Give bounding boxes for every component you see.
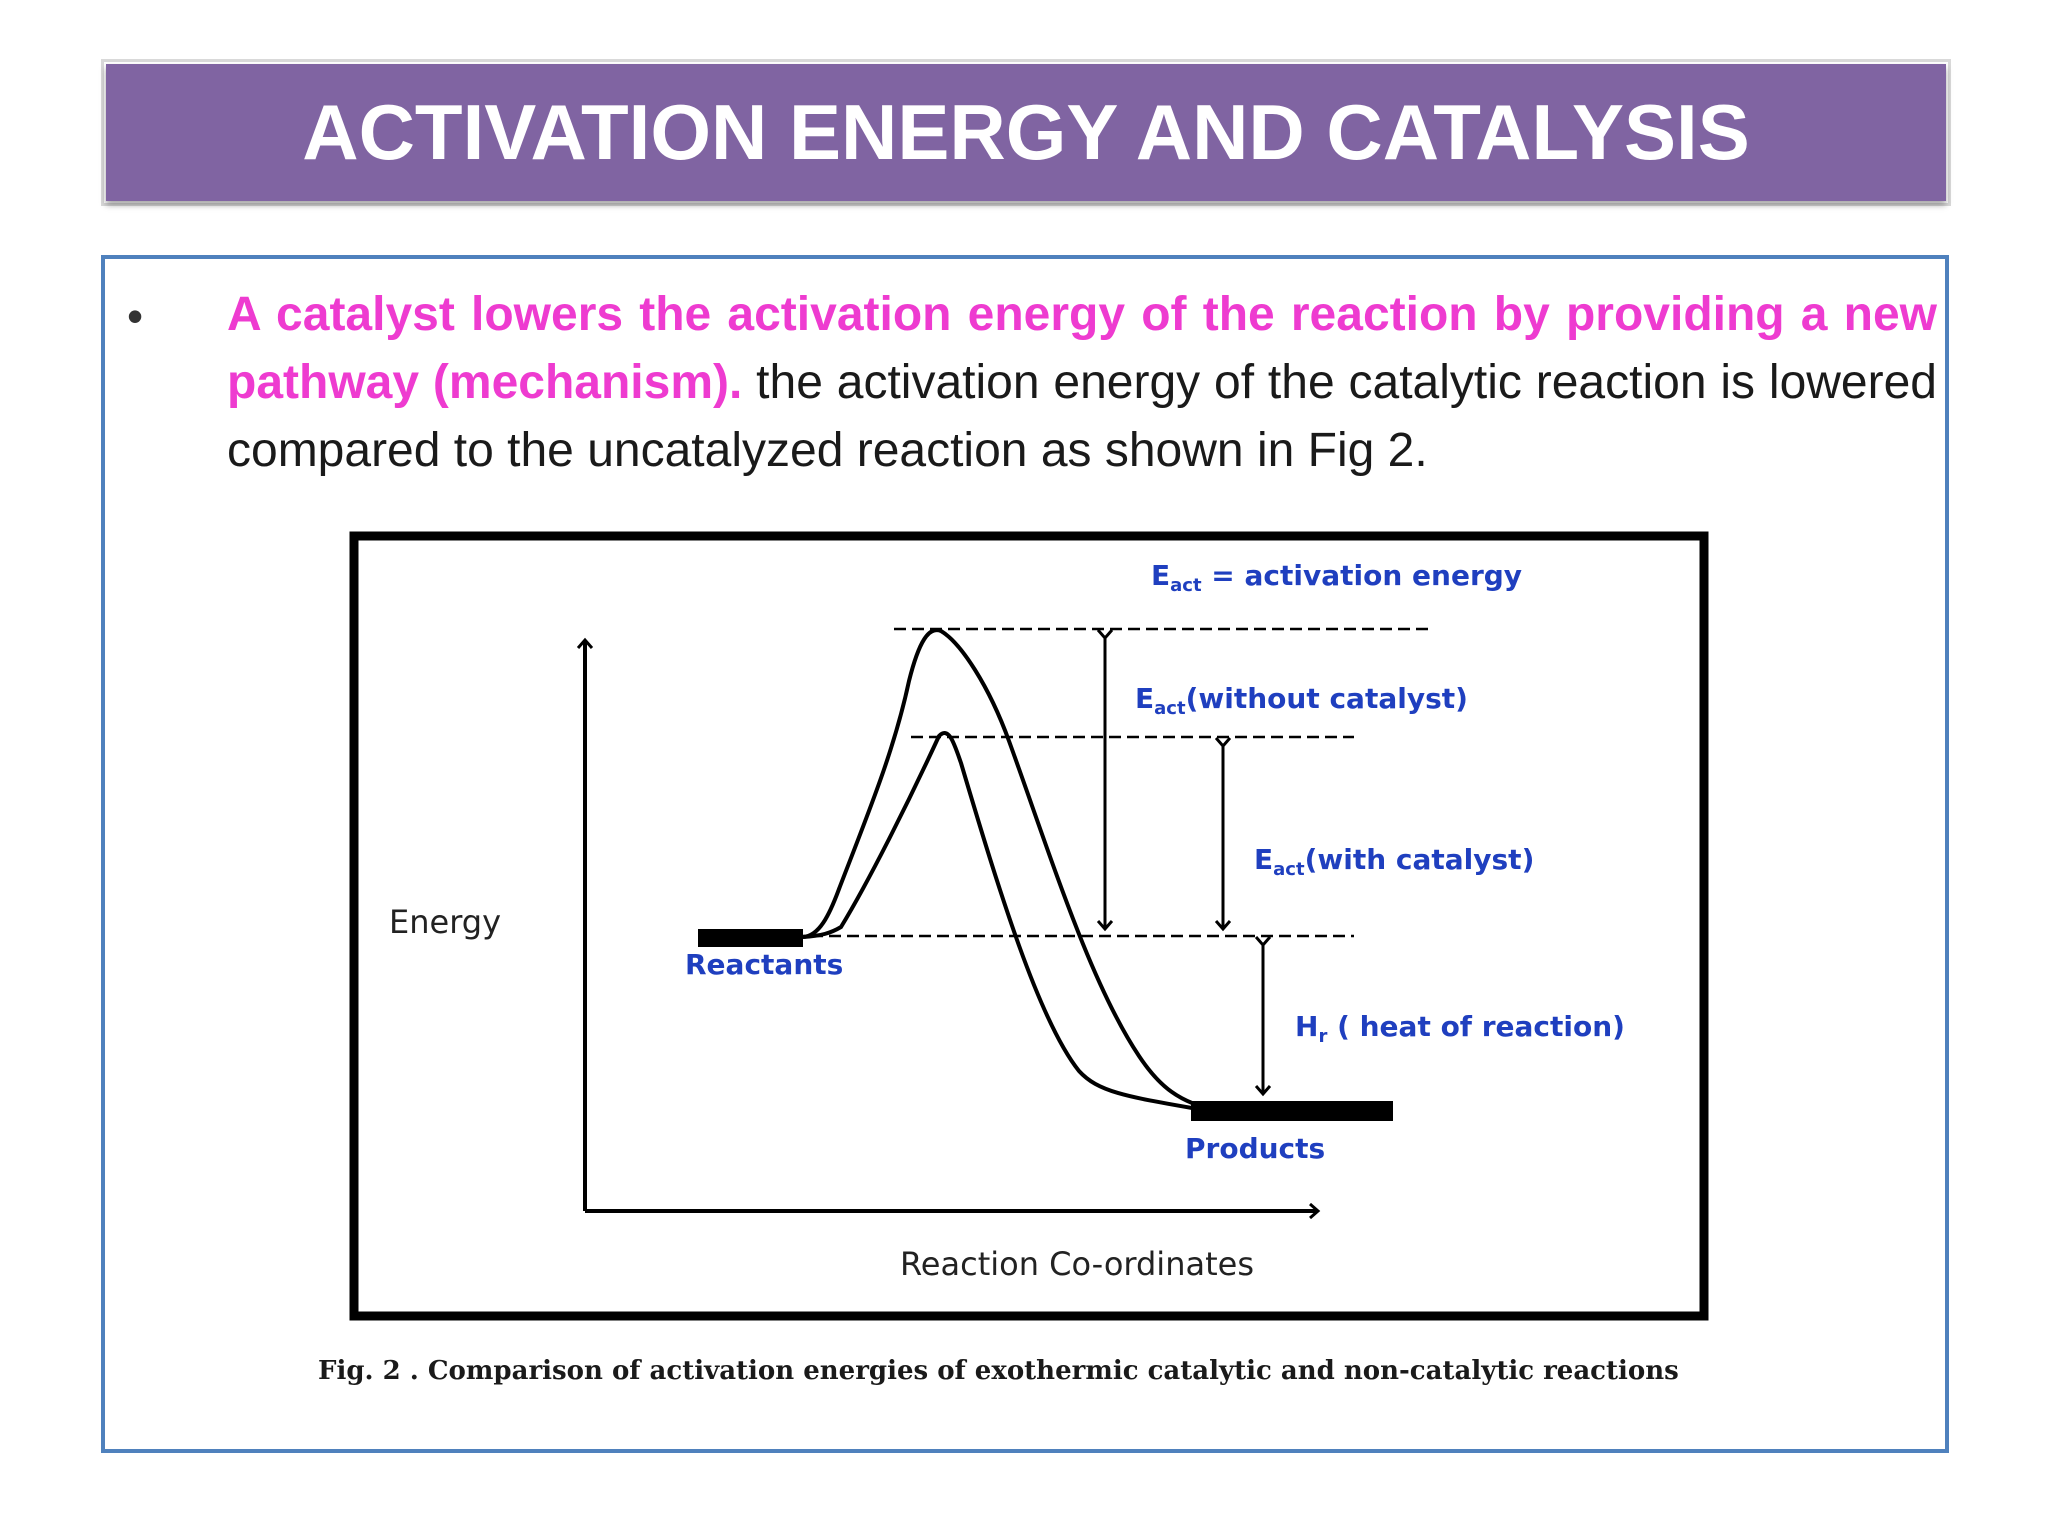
bullet-rest: the activation energy of the catalytic r… <box>227 356 1937 477</box>
legend-label: Eact = activation energy <box>1151 559 1522 596</box>
energy-diagram-svg: Eact = activation energy Eact(without ca… <box>349 531 1709 1321</box>
slide-title: ACTIVATION ENERGY AND CATALYSIS <box>302 88 1750 176</box>
title-bar: ACTIVATION ENERGY AND CATALYSIS <box>106 64 1946 201</box>
x-axis-label: Reaction Co-ordinates <box>900 1245 1254 1283</box>
reactants-bar <box>698 929 803 947</box>
content-frame: • A catalyst lowers the activation energ… <box>101 255 1949 1453</box>
reactants-label: Reactants <box>685 948 843 981</box>
eact-with-label: Eact(with catalyst) <box>1254 843 1534 880</box>
heat-of-reaction-label: Hr ( heat of reaction) <box>1295 1010 1625 1047</box>
products-label: Products <box>1185 1132 1325 1165</box>
y-axis-label: Energy <box>389 903 501 941</box>
bullet-emphasis: A catalyst lowers the activation energy … <box>227 288 1937 409</box>
bullet-text: A catalyst lowers the activation energy … <box>227 281 1937 485</box>
catalyzed-curve <box>802 731 1210 1113</box>
bullet-dot: • <box>127 290 144 342</box>
uncatalyzed-curve <box>802 628 1220 1113</box>
figure-frame <box>349 531 1709 1321</box>
products-bar <box>1191 1101 1393 1121</box>
energy-diagram: Eact = activation energy Eact(without ca… <box>349 531 1709 1331</box>
eact-without-label: Eact(without catalyst) <box>1135 682 1468 719</box>
figure-caption: Fig. 2 . Comparison of activation energi… <box>318 1356 1679 1386</box>
